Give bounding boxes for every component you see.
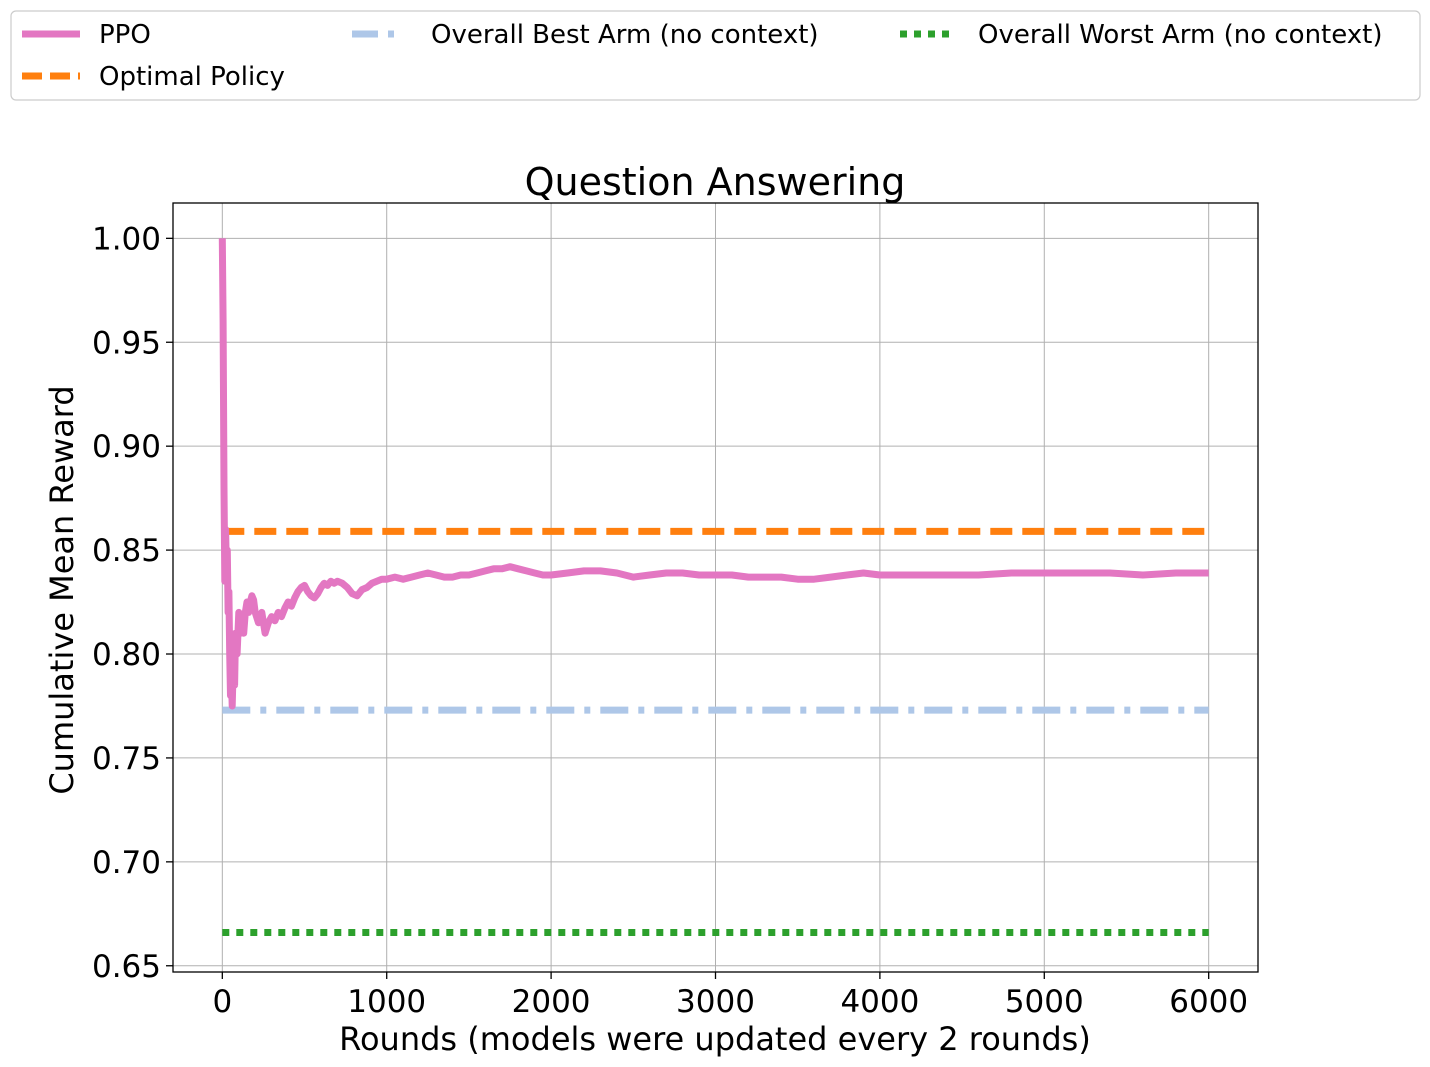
- y-axis-ticks: 0.65 0.70 0.75 0.80 0.85 0.90 0.95 1.00: [92, 221, 173, 985]
- x-tick-label: 4000: [840, 984, 919, 1020]
- legend-label-optimal-policy: Optimal Policy: [99, 62, 285, 92]
- y-tick-label: 0.70: [92, 845, 161, 881]
- y-tick-label: 0.75: [92, 741, 161, 777]
- y-tick-label: 0.95: [92, 325, 161, 361]
- x-tick-label: 5000: [1005, 984, 1084, 1020]
- x-axis-ticks: 0 1000 2000 3000 4000 5000 6000: [212, 972, 1248, 1020]
- series-group: [218, 238, 1209, 936]
- y-axis-label: Cumulative Mean Reward: [43, 385, 81, 794]
- x-axis-label: Rounds (models were updated every 2 roun…: [339, 1020, 1091, 1058]
- y-tick-label: 0.65: [92, 949, 161, 985]
- y-tick-label: 1.00: [92, 221, 161, 257]
- legend-label-ppo: PPO: [99, 20, 151, 50]
- y-tick-label: 0.90: [92, 429, 161, 465]
- legend-label-worst-arm: Overall Worst Arm (no context): [978, 20, 1383, 50]
- grid-lines: [173, 203, 1258, 972]
- series-ppo-line: [218, 238, 1209, 710]
- x-tick-label: 2000: [512, 984, 591, 1020]
- y-tick-label: 0.80: [92, 637, 161, 673]
- chart-title: Question Answering: [525, 160, 906, 204]
- legend-label-best-arm: Overall Best Arm (no context): [431, 20, 819, 50]
- y-tick-label: 0.85: [92, 533, 161, 569]
- x-tick-label: 6000: [1169, 984, 1248, 1020]
- x-tick-label: 3000: [676, 984, 755, 1020]
- legend: PPO Optimal Policy Overall Best Arm (no …: [10, 10, 1421, 101]
- x-tick-label: 1000: [347, 984, 426, 1020]
- x-tick-label: 0: [212, 984, 232, 1020]
